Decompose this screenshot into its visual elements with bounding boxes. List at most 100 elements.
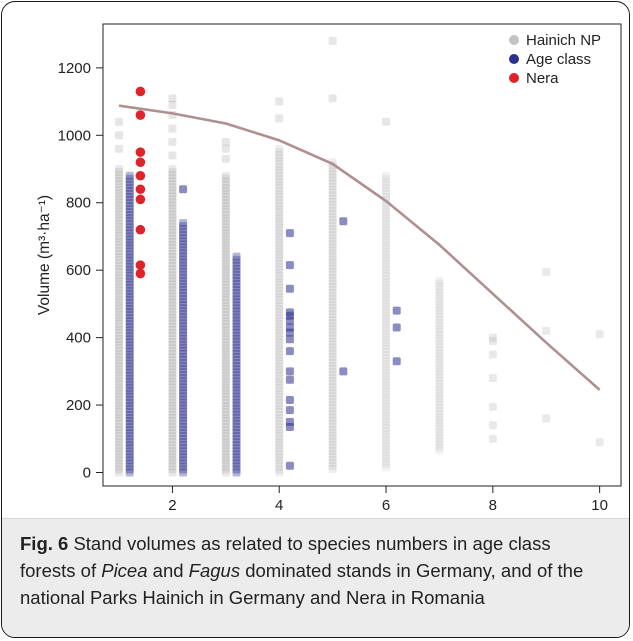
data-point — [168, 344, 177, 353]
data-point — [382, 375, 391, 384]
data-point — [125, 377, 134, 386]
data-point — [382, 226, 391, 235]
data-point — [115, 207, 124, 216]
data-point — [275, 447, 284, 456]
data-point — [382, 460, 391, 469]
data-point — [328, 246, 337, 255]
data-point — [115, 444, 124, 453]
data-point — [382, 281, 391, 290]
data-point — [221, 320, 230, 329]
data-point — [382, 241, 391, 250]
data-point — [221, 202, 230, 211]
data-point — [275, 362, 284, 371]
data-point — [275, 417, 284, 426]
data-point — [232, 264, 241, 273]
data-point — [168, 456, 177, 465]
data-point — [435, 288, 444, 297]
data-point — [328, 337, 337, 346]
data-point — [221, 253, 230, 262]
data-point — [179, 355, 188, 364]
data-point — [125, 429, 134, 438]
data-point — [328, 307, 337, 316]
data-point — [221, 444, 230, 453]
data-point — [125, 371, 134, 380]
data-point — [125, 420, 134, 429]
data-point — [179, 352, 188, 361]
data-point — [285, 284, 294, 293]
data-point — [275, 323, 284, 332]
data-point — [168, 395, 177, 404]
data-point — [168, 174, 177, 183]
data-point — [168, 392, 177, 401]
data-point — [115, 362, 124, 371]
data-point — [115, 222, 124, 231]
data-point — [382, 171, 391, 180]
data-point — [328, 437, 337, 446]
data-point — [275, 159, 284, 168]
data-point — [221, 374, 230, 383]
data-point — [328, 176, 337, 185]
data-point — [232, 346, 241, 355]
data-point — [232, 362, 241, 371]
data-point — [221, 171, 230, 180]
data-point — [179, 334, 188, 343]
data-point — [168, 386, 177, 395]
data-point — [221, 329, 230, 338]
data-point — [382, 208, 391, 217]
data-point — [221, 338, 230, 347]
data-point — [168, 94, 177, 103]
data-point — [382, 393, 391, 402]
data-point — [168, 286, 177, 295]
data-point — [179, 413, 188, 422]
data-point — [168, 353, 177, 362]
data-point — [275, 220, 284, 229]
data-point — [435, 321, 444, 330]
data-point — [435, 300, 444, 309]
data-point — [435, 358, 444, 367]
data-point — [179, 438, 188, 447]
data-point — [328, 449, 337, 458]
data-point — [232, 316, 241, 325]
data-point — [435, 440, 444, 449]
data-point — [435, 340, 444, 349]
data-point — [125, 232, 134, 241]
data-point — [328, 225, 337, 234]
data-point — [115, 365, 124, 374]
data-point — [168, 331, 177, 340]
data-point — [275, 314, 284, 323]
data-point — [168, 413, 177, 422]
data-point — [232, 410, 241, 419]
data-point — [168, 450, 177, 459]
data-point — [328, 462, 337, 471]
data-point — [115, 174, 124, 183]
data-point — [382, 290, 391, 299]
data-point — [115, 131, 124, 140]
data-point — [168, 201, 177, 210]
data-point — [168, 404, 177, 413]
data-point — [382, 244, 391, 253]
data-point — [232, 468, 241, 477]
data-point — [125, 259, 134, 268]
data-point — [275, 172, 284, 181]
data-point — [168, 319, 177, 328]
data-point — [328, 352, 337, 361]
data-point — [125, 365, 134, 374]
data-point — [232, 352, 241, 361]
data-point — [115, 310, 124, 319]
data-point — [221, 232, 230, 241]
data-point — [125, 320, 134, 329]
data-point — [275, 377, 284, 386]
data-point — [168, 325, 177, 334]
data-point — [328, 389, 337, 398]
data-point — [275, 308, 284, 317]
data-point — [232, 349, 241, 358]
data-point — [179, 258, 188, 267]
data-point — [275, 353, 284, 362]
data-point — [168, 459, 177, 468]
data-point — [221, 326, 230, 335]
data-point — [392, 357, 401, 366]
data-point — [232, 313, 241, 322]
data-point — [221, 244, 230, 253]
data-point — [179, 377, 188, 386]
data-point — [221, 456, 230, 465]
